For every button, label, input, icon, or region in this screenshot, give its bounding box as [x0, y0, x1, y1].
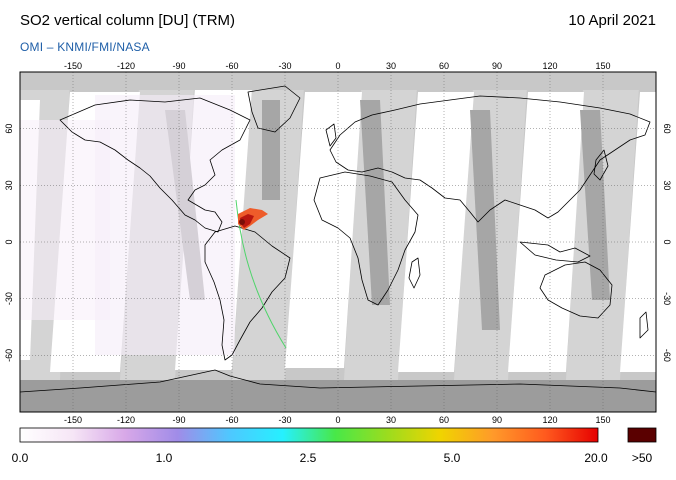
colorbar-label: 1.0	[156, 451, 173, 465]
so2-plume-patch	[239, 219, 245, 225]
swath-gap	[580, 110, 610, 300]
lat-tick-label-right: -30	[662, 292, 672, 305]
lat-tick-label-left: -60	[4, 349, 14, 362]
lon-tick-label-bottom: -120	[117, 415, 135, 425]
australia-outline	[539, 261, 613, 319]
lon-tick-label-top: -30	[278, 61, 291, 71]
lat-tick-label-right: 30	[662, 180, 672, 190]
greenland-outline	[247, 85, 301, 133]
lon-tick-label-bottom: 120	[542, 415, 557, 425]
lat-tick-label-left: 0	[4, 239, 14, 244]
colorbar-label: 0.0	[12, 451, 29, 465]
lon-tick-label-top: -120	[117, 61, 135, 71]
swath-light-band	[232, 72, 305, 380]
lon-tick-label-bottom: -60	[225, 415, 238, 425]
graticule	[20, 72, 656, 412]
low-so2-noise	[20, 120, 110, 320]
lon-tick-label-bottom: 60	[439, 415, 449, 425]
swath-data-band	[398, 92, 474, 372]
lon-tick-label-top: -150	[64, 61, 82, 71]
low-so2-noise	[95, 95, 235, 355]
coastlines	[20, 85, 656, 393]
lon-tick-label-bottom: 0	[335, 415, 340, 425]
swath-gap	[262, 100, 280, 200]
north-america-outline	[59, 97, 251, 233]
swath-data-band	[285, 92, 362, 368]
map-date: 10 April 2021	[568, 12, 656, 29]
so2-plume	[238, 208, 268, 230]
swath-data-band	[508, 92, 584, 372]
lon-tick-label-top: -90	[172, 61, 185, 71]
data-credit: OMI – KNMI/FMI/NASA	[20, 40, 150, 54]
lat-tick-label-left: 60	[4, 124, 14, 134]
lon-tick-label-bottom: -150	[64, 415, 82, 425]
lon-tick-label-top: 90	[492, 61, 502, 71]
colorbar: 0.0 1.0 2.5 5.0 20.0 >50	[12, 427, 657, 465]
british-isles-outline	[325, 123, 337, 147]
japan-outline	[593, 149, 609, 181]
orbit-track	[235, 199, 287, 349]
lon-tick-label-bottom: -30	[278, 415, 291, 425]
map-area	[20, 72, 656, 412]
map-title: SO2 vertical column [DU] (TRM)	[20, 12, 236, 29]
lon-tick-label-top: 120	[542, 61, 557, 71]
colorbar-overflow-swatch	[627, 427, 657, 443]
lon-tick-label-top: 0	[335, 61, 340, 71]
lon-tick-label-top: -60	[225, 61, 238, 71]
lat-tick-label-right: 0	[662, 239, 672, 244]
lon-tick-label-top: 30	[386, 61, 396, 71]
axis-ticks: -150 -150 -120 -120 -90 -90 -60 -60 -30 -30 0 0 30 30…	[4, 61, 672, 425]
map-frame	[19, 71, 657, 413]
lat-tick-label-right: -60	[662, 349, 672, 362]
satellite-swaths	[20, 72, 656, 412]
colorbar-label: 20.0	[584, 451, 608, 465]
lon-tick-label-bottom: 150	[595, 415, 610, 425]
colorbar-label: 2.5	[300, 451, 317, 465]
swath-gap	[360, 100, 390, 305]
antarctica-outline	[20, 369, 656, 393]
indonesia-outline	[519, 241, 591, 263]
lat-tick-label-left: -30	[4, 292, 14, 305]
colorbar-label: 5.0	[444, 451, 461, 465]
lon-tick-label-bottom: -90	[172, 415, 185, 425]
swath-data-band	[620, 92, 656, 372]
south-america-outline	[204, 225, 291, 361]
colorbar-overflow-label: >50	[632, 451, 653, 465]
lat-tick-label-left: 30	[4, 180, 14, 190]
colorbar-gradient	[19, 427, 599, 443]
lon-tick-label-top: 150	[595, 61, 610, 71]
new-zealand-outline	[639, 311, 649, 339]
eurasia-outline	[329, 95, 651, 223]
lon-tick-label-bottom: 30	[386, 415, 396, 425]
lon-tick-label-top: 60	[439, 61, 449, 71]
swath-gap	[470, 110, 500, 330]
madagascar-outline	[408, 257, 421, 289]
lon-tick-label-bottom: 90	[492, 415, 502, 425]
lat-tick-label-right: 60	[662, 124, 672, 134]
